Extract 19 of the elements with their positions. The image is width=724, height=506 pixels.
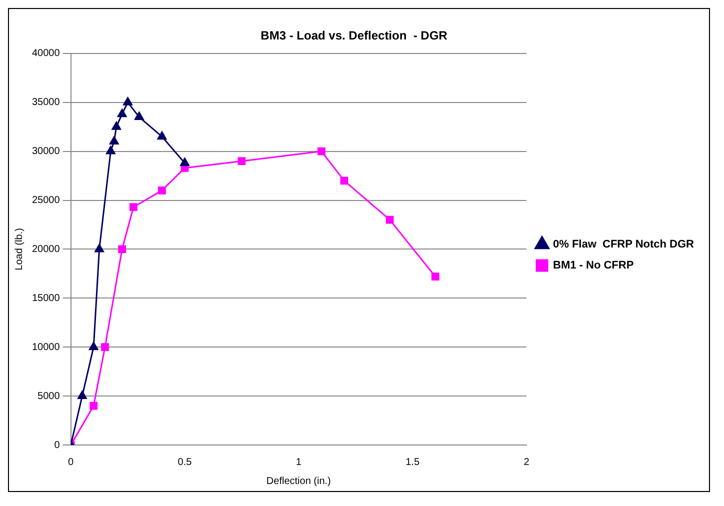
y-tick-label: 20000 [32, 244, 60, 255]
x-tick-label: 1 [296, 456, 302, 468]
x-tick-label: 0.5 [178, 456, 192, 468]
y-tick-label: 25000 [32, 195, 60, 206]
x-tick-label: 2 [524, 456, 530, 468]
legend-label: BM1 - No CFRP [553, 260, 634, 272]
y-tick-label: 35000 [32, 97, 60, 108]
y-tick-label: 30000 [32, 146, 60, 158]
x-tick-label: 0 [68, 456, 74, 468]
y-tick-label: 5000 [38, 390, 60, 402]
y-axis-title: Load (lb.) [14, 228, 25, 270]
chart-title: BM3 - Load vs. Deflection - DGR [260, 28, 448, 43]
y-tick-label: 10000 [32, 342, 60, 353]
y-tick-label: 40000 [32, 48, 60, 60]
x-axis-title: Deflection (in.) [266, 476, 331, 487]
x-tick-label: 1.5 [406, 456, 420, 468]
legend-label: 0% Flaw CFRP Notch DGR [553, 238, 694, 251]
y-tick-label: 0 [54, 440, 60, 451]
y-tick-label: 15000 [32, 292, 60, 304]
